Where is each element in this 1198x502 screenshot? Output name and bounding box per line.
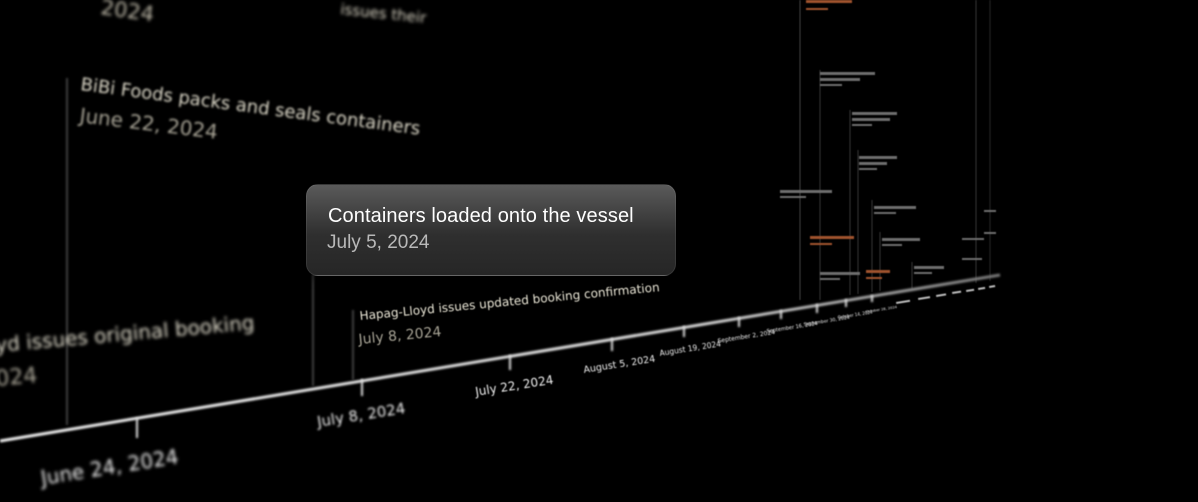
callout-title: Containers loaded onto the vessel	[328, 205, 634, 227]
timeline-axis	[0, 273, 1001, 443]
event-top-date: 2024	[99, 0, 155, 26]
callout-date: July 5, 2024	[327, 232, 430, 253]
event-callout[interactable]: Containers loaded onto the vessel July 5…	[306, 184, 676, 276]
event-top-cut[interactable]: 2024 issues their	[99, 0, 428, 27]
tick-label: June 24, 2024	[37, 444, 180, 490]
event-bibi[interactable]: BiBi Foods packs and seals containers Ju…	[76, 74, 421, 144]
event-original-booking[interactable]: yd issues original booking 024	[0, 310, 255, 392]
event-updated-title: Hapag-Lloyd issues updated booking confi…	[359, 280, 660, 323]
event-original-title: yd issues original booking	[0, 310, 255, 357]
tick-label: October 14, 2024	[837, 309, 873, 319]
tick-label: October 28, 2024	[866, 305, 898, 314]
event-original-date: 024	[0, 363, 38, 392]
tick-label: August 19, 2024	[659, 339, 722, 358]
far-event-cluster	[780, 0, 996, 300]
tick-label: August 5, 2024	[583, 354, 656, 376]
tick-label: July 8, 2024	[315, 399, 407, 431]
event-top-title: issues their	[340, 0, 428, 27]
tick-label: July 22, 2024	[473, 373, 554, 399]
event-updated-date: July 8, 2024	[357, 324, 442, 348]
